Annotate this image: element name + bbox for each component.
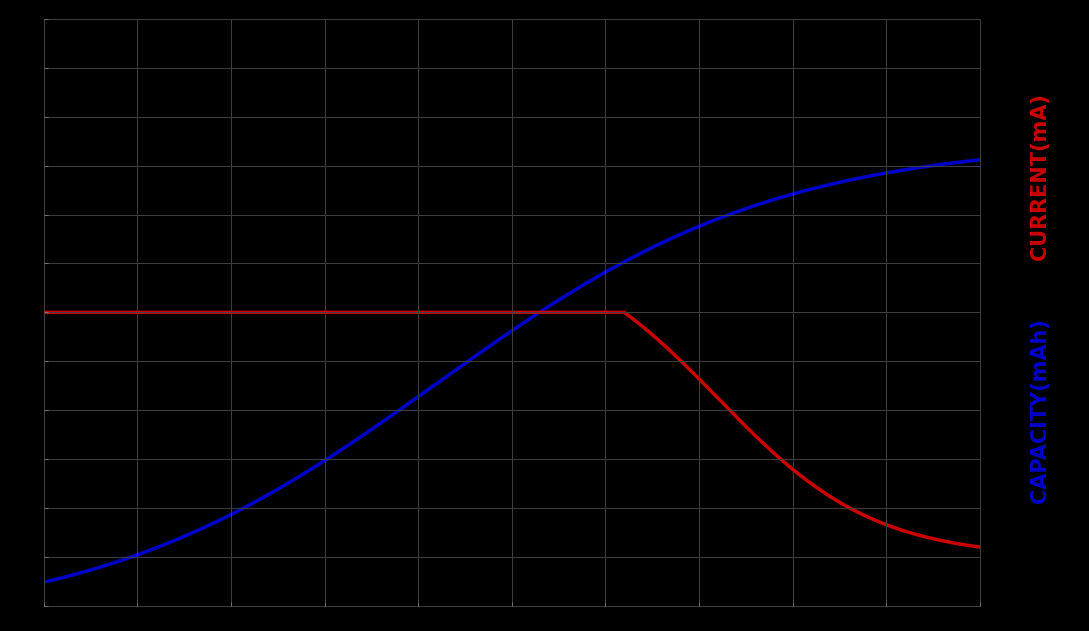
Text: CURRENT(mA): CURRENT(mA) bbox=[1030, 93, 1050, 260]
Text: CAPACITY(mAh): CAPACITY(mAh) bbox=[1030, 318, 1050, 502]
